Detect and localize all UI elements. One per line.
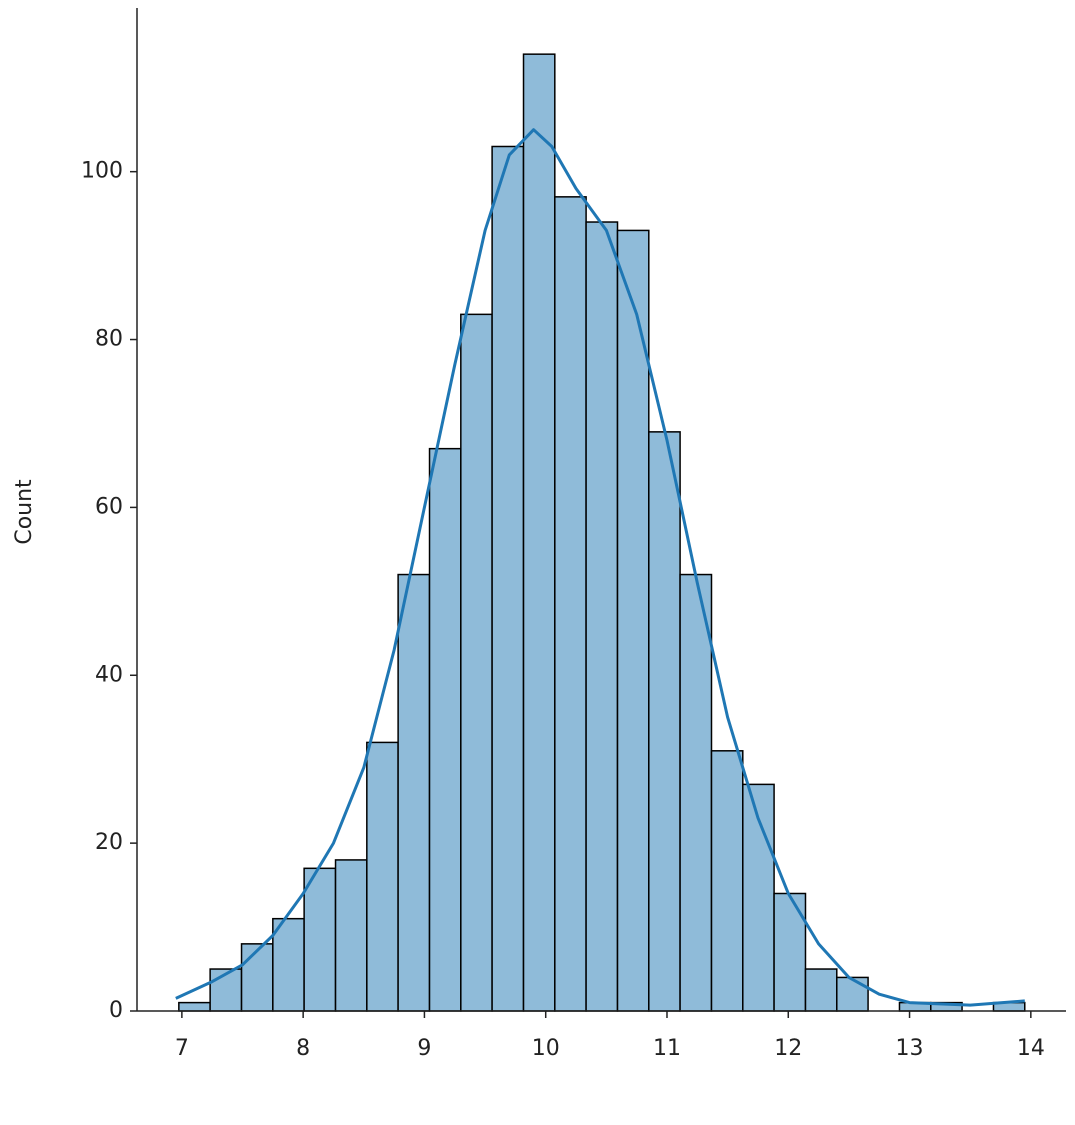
x-tick-label: 10 [532, 1036, 560, 1061]
y-tick-label: 100 [81, 159, 123, 184]
bar [366, 741, 399, 1012]
bar [648, 431, 681, 1012]
x-tick-label: 14 [1017, 1036, 1045, 1061]
x-tick-label: 7 [175, 1036, 189, 1061]
bar [460, 313, 493, 1012]
bar [773, 892, 807, 1012]
bar [428, 447, 462, 1012]
bar [178, 1001, 211, 1012]
x-tick-label: 12 [774, 1036, 802, 1061]
bar [585, 221, 619, 1012]
y-tick-label: 40 [95, 662, 123, 687]
bar [334, 859, 368, 1012]
y-axis-label: Count [12, 479, 37, 545]
bar [522, 53, 556, 1012]
bar [836, 976, 869, 1012]
bar [679, 573, 713, 1012]
bar [272, 917, 305, 1012]
kde-line [175, 128, 1025, 1007]
y-tick-label: 20 [95, 830, 123, 855]
bar [240, 943, 274, 1012]
y-tick-label: 60 [95, 494, 123, 519]
bar [804, 968, 838, 1012]
bar [397, 573, 431, 1012]
x-tick-label: 11 [653, 1036, 681, 1061]
y-tick-label: 80 [95, 327, 123, 352]
bar [710, 750, 744, 1012]
bar [491, 145, 525, 1012]
y-tick-label: 0 [109, 998, 123, 1023]
bar [554, 196, 587, 1012]
x-tick-label: 9 [417, 1036, 431, 1061]
x-tick-label: 13 [896, 1036, 924, 1061]
x-tick-label: 8 [296, 1036, 310, 1061]
bar [303, 867, 337, 1012]
